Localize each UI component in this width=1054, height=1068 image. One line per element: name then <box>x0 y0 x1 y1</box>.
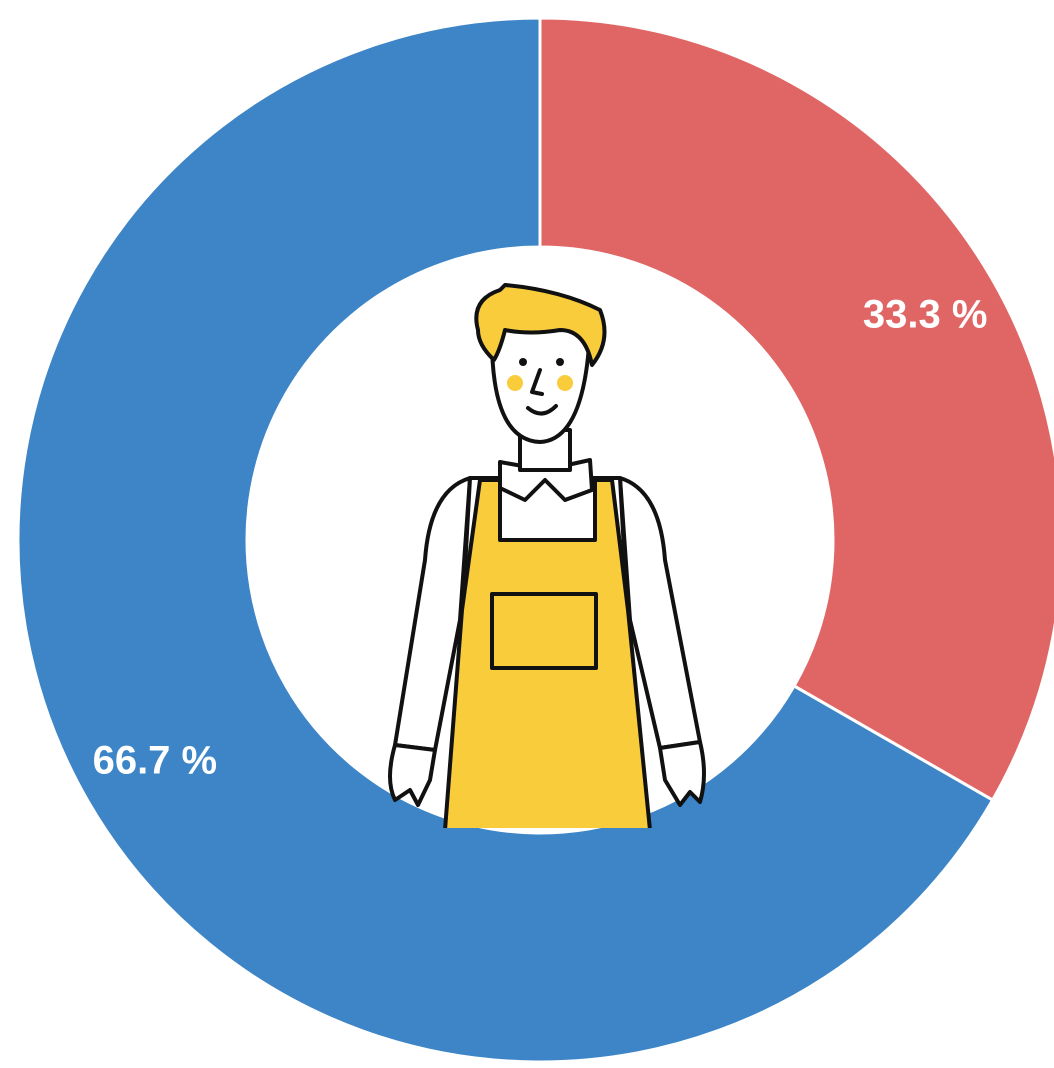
value-label: 33.3 % <box>863 293 988 337</box>
donut-slice <box>538 16 1054 803</box>
value-label: 66.7 % <box>93 738 218 782</box>
illustration <box>388 283 706 828</box>
labels: 33.3 % 66.7 % <box>93 293 988 783</box>
